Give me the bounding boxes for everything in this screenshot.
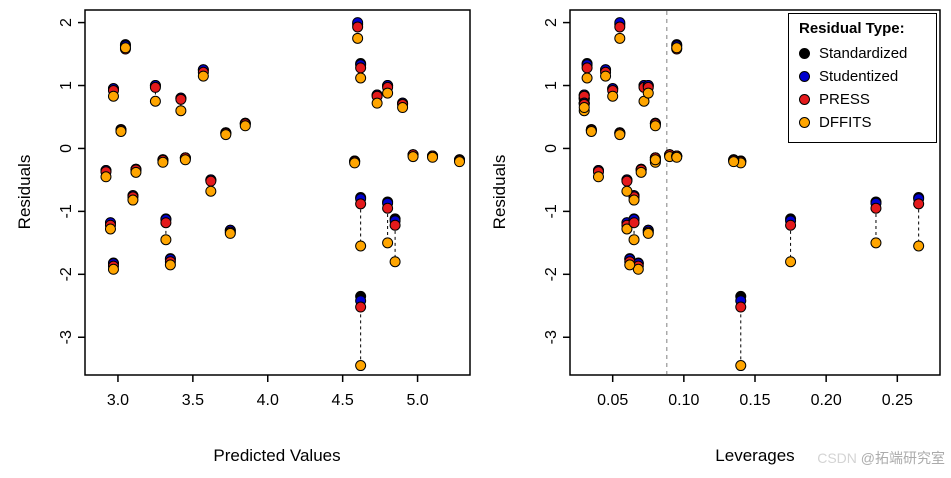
svg-text:-1: -1 <box>543 204 560 218</box>
dffits-dot-icon <box>799 117 810 128</box>
svg-text:0.05: 0.05 <box>597 392 628 409</box>
left-x-axis-title: Predicted Values <box>213 446 341 465</box>
svg-text:-2: -2 <box>58 267 75 281</box>
legend-item-press: PRESS <box>799 88 926 111</box>
legend-item-dffits: DFFITS <box>799 111 926 134</box>
residuals-vs-predicted-plot: 3.0 3.5 4.0 4.5 5.0 -3 -2 -1 0 1 2 <box>58 9 471 409</box>
svg-text:2: 2 <box>58 18 75 27</box>
svg-text:4.0: 4.0 <box>257 392 279 409</box>
svg-text:3.5: 3.5 <box>182 392 204 409</box>
watermark: CSDN @拓端研究室 <box>817 448 945 468</box>
svg-text:-2: -2 <box>543 267 560 281</box>
legend-item-standardized: Standardized <box>799 42 926 65</box>
legend-item-studentized: Studentized <box>799 65 926 88</box>
svg-text:4.5: 4.5 <box>332 392 354 409</box>
svg-text:1: 1 <box>543 81 560 90</box>
residuals-vs-leverage-plot: 0.05 0.10 0.15 0.20 0.25 -3 -2 -1 0 1 2 <box>543 9 941 409</box>
legend-item-label: Studentized <box>819 68 899 85</box>
studentized-dot-icon <box>799 71 810 82</box>
watermark-prefix: CSDN <box>817 450 861 466</box>
legend-item-label: Standardized <box>819 45 908 62</box>
legend-item-label: PRESS <box>819 91 870 108</box>
watermark-suffix: @拓端研究室 <box>860 450 945 466</box>
svg-text:5.0: 5.0 <box>406 392 428 409</box>
svg-text:0.25: 0.25 <box>882 392 913 409</box>
svg-text:-3: -3 <box>543 330 560 344</box>
svg-text:2: 2 <box>543 18 560 27</box>
svg-text:-1: -1 <box>58 204 75 218</box>
legend: Residual Type: Standardized Studentized PR… <box>788 13 937 143</box>
svg-text:0.15: 0.15 <box>739 392 770 409</box>
standardized-dot-icon <box>799 48 810 59</box>
svg-text:-3: -3 <box>58 330 75 344</box>
svg-text:0: 0 <box>543 144 560 153</box>
svg-text:0: 0 <box>58 144 75 153</box>
legend-item-label: DFFITS <box>819 114 872 131</box>
svg-text:0.20: 0.20 <box>811 392 842 409</box>
legend-title: Residual Type: <box>799 20 905 37</box>
legend-items: Standardized Studentized PRESS DFFITS <box>799 42 926 134</box>
left-y-axis-title: Residuals <box>15 154 34 230</box>
right-x-axis-title: Leverages <box>715 446 795 465</box>
press-dot-icon <box>799 94 810 105</box>
right-y-axis-title: Residuals <box>490 154 509 230</box>
svg-text:1: 1 <box>58 81 75 90</box>
svg-text:0.10: 0.10 <box>668 392 699 409</box>
svg-text:3.0: 3.0 <box>107 392 129 409</box>
